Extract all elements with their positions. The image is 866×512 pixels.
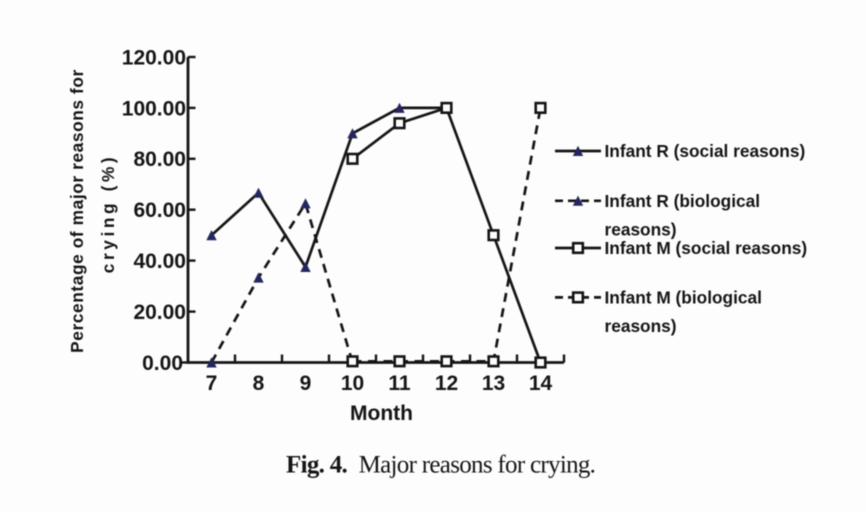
svg-text:0.00: 0.00 — [142, 352, 183, 375]
svg-text:12: 12 — [435, 372, 458, 395]
svg-text:14: 14 — [529, 372, 553, 395]
svg-text:Fig. 4. Major reasons for cryi: Fig. 4. Major reasons for crying. — [286, 451, 595, 478]
svg-text:Infant M (social reasons): Infant M (social reasons) — [605, 238, 808, 258]
svg-text:Percentage of major reasons fo: Percentage of major reasons for — [67, 69, 87, 353]
svg-text:8: 8 — [253, 372, 265, 395]
svg-text:Infant R (social reasons): Infant R (social reasons) — [605, 141, 806, 161]
svg-text:20.00: 20.00 — [133, 301, 186, 324]
svg-text:100.00: 100.00 — [122, 97, 186, 120]
svg-text:Month: Month — [350, 402, 413, 425]
svg-text:80.00: 80.00 — [133, 148, 186, 171]
svg-text:7: 7 — [206, 372, 218, 395]
svg-text:40.00: 40.00 — [133, 250, 186, 273]
svg-text:120.00: 120.00 — [122, 46, 186, 69]
svg-text:10: 10 — [341, 372, 364, 395]
svg-text:crying (%): crying (%) — [98, 154, 118, 274]
svg-text:60.00: 60.00 — [133, 199, 186, 222]
svg-text:11: 11 — [388, 372, 411, 395]
svg-text:Infant R (biological: Infant R (biological — [605, 191, 761, 211]
svg-text:reasons): reasons) — [605, 316, 677, 336]
svg-text:Infant M (biological: Infant M (biological — [605, 287, 762, 307]
svg-text:reasons): reasons) — [605, 220, 677, 240]
svg-text:9: 9 — [300, 372, 312, 395]
svg-text:13: 13 — [482, 372, 505, 395]
